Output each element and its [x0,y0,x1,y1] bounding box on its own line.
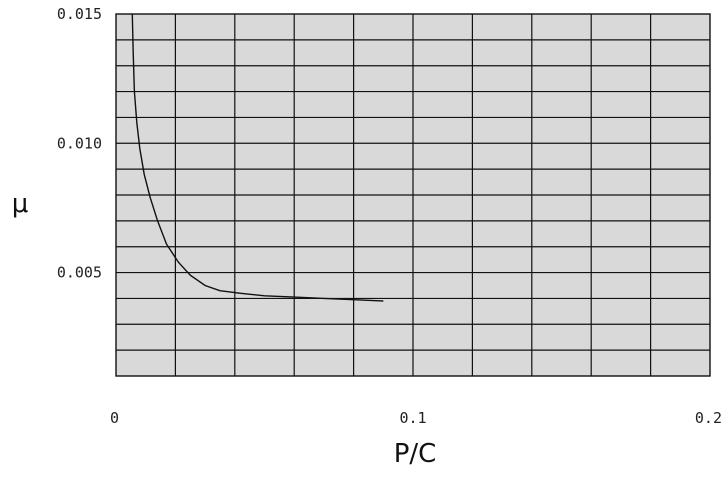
x-tick-label: 0.1 [399,409,426,427]
y-tick-labels: 0.005 0.010 0.015 [57,5,102,282]
x-tick-label: 0.2 [695,409,722,427]
x-axis-label: P/C [394,439,437,469]
series-line [131,13,384,302]
y-tick-label: 0.005 [57,264,102,282]
y-tick-label: 0.015 [57,5,102,23]
grid-lines [116,14,710,376]
x-tick-labels: 0 0.1 0.2 [110,409,722,427]
y-axis-label: μ [12,189,29,219]
y-tick-label: 0.010 [57,134,102,152]
x-tick-label: 0 [110,409,119,427]
